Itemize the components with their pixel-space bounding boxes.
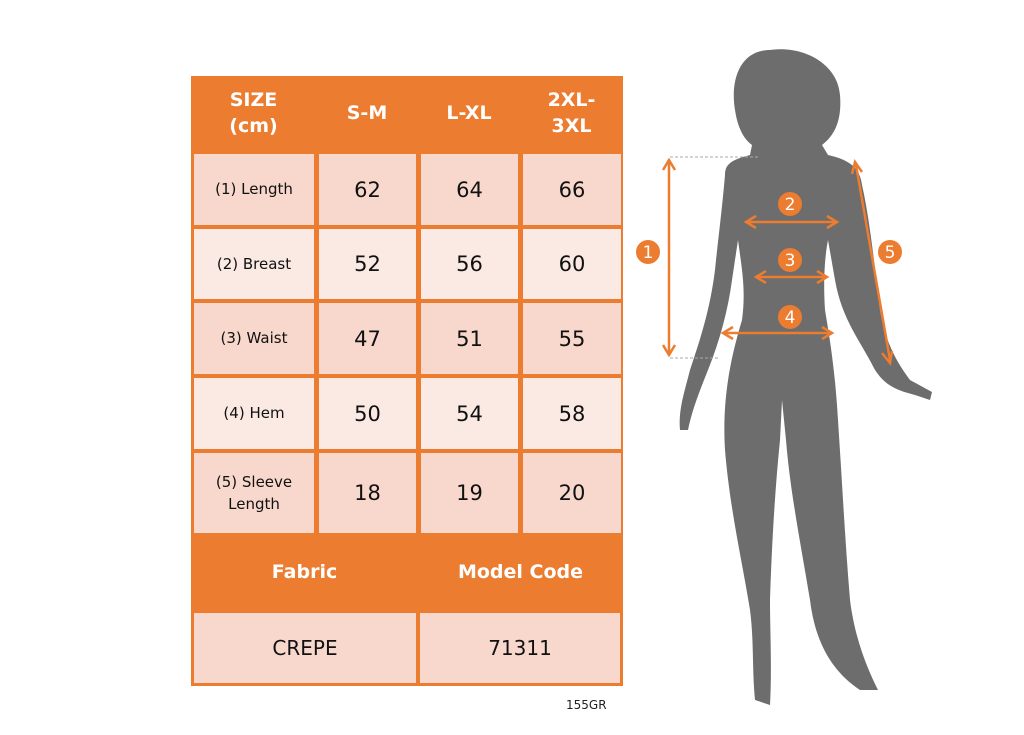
size-value: 62 <box>319 154 416 225</box>
marker-number: 5 <box>885 243 896 263</box>
marker-circle <box>778 248 802 272</box>
size-value: 19 <box>421 453 518 533</box>
marker-circle <box>878 240 902 264</box>
fabric-value: CREPE <box>194 613 416 683</box>
model-code-header: Model Code <box>457 561 584 584</box>
size-col-2xl-3xl: 2XL- 3XL <box>547 89 596 137</box>
size-value: 18 <box>319 453 416 533</box>
marker-circle <box>778 192 802 216</box>
size-chart-table: SIZE (cm) S-M L-XL 2XL- 3XL (1) Length 62… <box>191 76 623 686</box>
marker-number: 2 <box>785 195 796 215</box>
row-label: (4) Hem <box>194 378 314 449</box>
size-value: 66 <box>523 154 621 225</box>
size-value: 56 <box>421 229 518 299</box>
size-value: 58 <box>523 378 621 449</box>
marker-circle <box>778 305 802 329</box>
row-label: (2) Breast <box>194 229 314 299</box>
product-code: 155GR <box>566 698 607 712</box>
size-value: 51 <box>421 303 518 374</box>
size-col-s-m: S-M <box>346 102 388 125</box>
size-value: 55 <box>523 303 621 374</box>
body-silhouette-figure: 1 2 3 4 5 <box>636 49 932 706</box>
model-code-value: 71311 <box>420 613 620 683</box>
fabric-header: Fabric <box>271 561 338 584</box>
size-value: 64 <box>421 154 518 225</box>
row-label: (3) Waist <box>194 303 314 374</box>
marker-number: 3 <box>785 251 796 271</box>
size-value: 20 <box>523 453 621 533</box>
size-value: 54 <box>421 378 518 449</box>
size-value: 47 <box>319 303 416 374</box>
row-label: (5) Sleeve Length <box>194 453 314 533</box>
measurement-arrows <box>661 157 894 366</box>
row-label: (1) Length <box>194 154 314 225</box>
size-value: 60 <box>523 229 621 299</box>
marker-circle <box>636 240 660 264</box>
marker-number: 4 <box>785 308 796 328</box>
size-col-l-xl: L-XL <box>446 102 492 125</box>
silhouette <box>679 49 932 706</box>
size-value: 52 <box>319 229 416 299</box>
size-value: 50 <box>319 378 416 449</box>
marker-number: 1 <box>643 243 654 263</box>
size-header: SIZE (cm) <box>229 89 278 137</box>
